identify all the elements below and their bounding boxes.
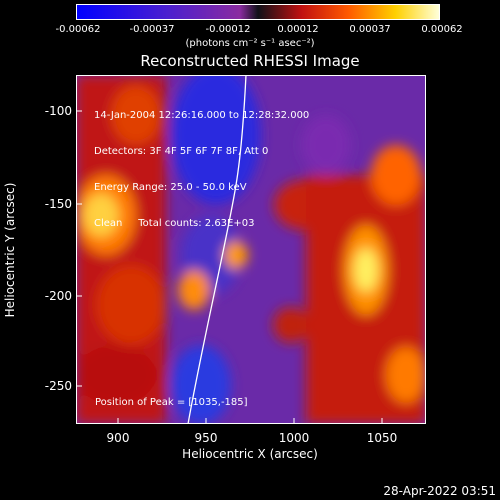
y-tick: -100: [44, 104, 72, 118]
x-tick: 950: [194, 431, 218, 445]
info-detectors: Detectors: 3F 4F 5F 6F 7F 8F, Att 0: [94, 146, 269, 157]
x-tick: 900: [106, 431, 130, 445]
x-axis-label: Heliocentric X (arcsec): [182, 447, 318, 461]
y-axis-label: Heliocentric Y (arcsec): [3, 182, 17, 318]
colorbar-tick: -0.00062: [55, 24, 101, 35]
colorbar-tick: -0.00012: [205, 24, 251, 35]
peak-position: Position of Peak = [1035,-185]: [95, 397, 248, 408]
colorbar-units: (photons cm⁻² s⁻¹ asec⁻²): [185, 38, 315, 49]
y-tick: -200: [44, 289, 72, 303]
rhessi-image: [76, 75, 426, 424]
x-tick: 1000: [278, 431, 310, 445]
info-energy-range: Energy Range: 25.0 - 50.0 keV: [94, 182, 247, 193]
plot-title: Reconstructed RHESSI Image: [140, 52, 360, 70]
x-tick: 1050: [366, 431, 398, 445]
y-tick: -250: [44, 379, 72, 393]
generation-date: 28-Apr-2022 03:51: [383, 484, 496, 498]
colorbar-tick: -0.00037: [129, 24, 175, 35]
colorbar-tick: 0.00037: [349, 24, 391, 35]
colorbar-tick: 0.00062: [421, 24, 463, 35]
info-time-range: 14-Jan-2004 12:26:16.000 to 12:28:32.000: [94, 110, 310, 121]
colorbar: [76, 4, 440, 20]
observation-info: 14-Jan-2004 12:26:16.000 to 12:28:32.000…: [94, 86, 309, 242]
info-clean-counts: Clean Total counts: 2.63E+03: [94, 218, 255, 229]
colorbar-tick: 0.00012: [277, 24, 319, 35]
y-tick: -150: [44, 197, 72, 211]
